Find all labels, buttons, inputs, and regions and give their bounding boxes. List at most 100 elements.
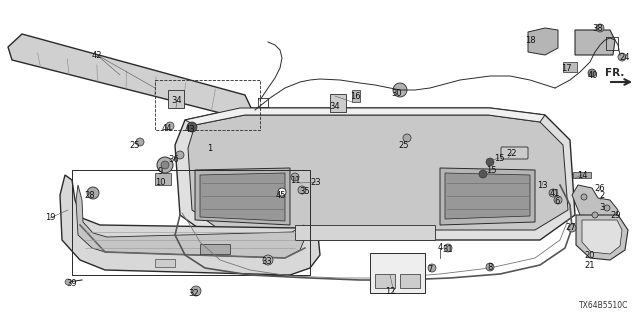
Circle shape (618, 53, 626, 61)
Circle shape (278, 188, 286, 196)
Bar (370, 253, 425, 293)
Text: 21: 21 (585, 260, 595, 269)
Bar (330, 94, 346, 112)
Circle shape (136, 138, 144, 146)
Polygon shape (188, 115, 568, 230)
Text: 41: 41 (550, 188, 560, 197)
Text: 26: 26 (595, 183, 605, 193)
Circle shape (479, 170, 487, 178)
Circle shape (166, 122, 174, 130)
Polygon shape (8, 34, 252, 118)
Polygon shape (295, 225, 435, 240)
Circle shape (486, 263, 494, 271)
Circle shape (176, 151, 184, 159)
Text: 3: 3 (599, 203, 605, 212)
Text: 20: 20 (585, 251, 595, 260)
Text: TX64B5510C: TX64B5510C (579, 301, 628, 310)
Polygon shape (445, 173, 530, 219)
Circle shape (187, 122, 197, 132)
Polygon shape (528, 28, 558, 55)
Circle shape (393, 83, 407, 97)
Text: FR.: FR. (605, 68, 625, 78)
Bar (375, 274, 395, 288)
Circle shape (157, 157, 173, 173)
Text: 31: 31 (443, 245, 453, 254)
Polygon shape (440, 168, 535, 225)
Polygon shape (572, 185, 618, 228)
Circle shape (592, 212, 598, 218)
FancyBboxPatch shape (501, 147, 528, 159)
Circle shape (604, 205, 610, 211)
Text: 27: 27 (566, 223, 576, 233)
Text: 34: 34 (172, 95, 182, 105)
Text: 45: 45 (276, 190, 286, 199)
Circle shape (581, 194, 587, 200)
Circle shape (298, 186, 306, 194)
Polygon shape (175, 108, 575, 240)
Polygon shape (575, 30, 615, 55)
Bar (155, 173, 171, 185)
Text: 34: 34 (330, 101, 340, 110)
Text: 10: 10 (155, 178, 165, 187)
Text: 33: 33 (262, 257, 273, 266)
Text: 24: 24 (620, 52, 630, 61)
Bar (168, 90, 184, 108)
Circle shape (263, 255, 273, 265)
Polygon shape (195, 168, 290, 225)
Circle shape (191, 286, 201, 296)
Text: 18: 18 (525, 36, 535, 44)
Text: 43: 43 (185, 124, 195, 133)
Circle shape (554, 196, 562, 204)
Text: 19: 19 (45, 213, 55, 222)
Text: 36: 36 (168, 155, 179, 164)
Circle shape (568, 224, 576, 232)
Polygon shape (185, 108, 545, 125)
Text: 15: 15 (493, 154, 504, 163)
Text: 39: 39 (67, 278, 77, 287)
Text: 4: 4 (437, 244, 443, 252)
Text: 13: 13 (537, 180, 547, 189)
Circle shape (403, 134, 411, 142)
Polygon shape (582, 220, 622, 254)
Circle shape (65, 279, 71, 285)
Text: 1: 1 (207, 143, 212, 153)
Text: 25: 25 (130, 140, 140, 149)
Bar (155, 259, 175, 267)
Text: 9: 9 (157, 166, 163, 175)
Bar (573, 172, 591, 178)
Text: 11: 11 (290, 175, 300, 185)
Circle shape (161, 161, 169, 169)
Text: 15: 15 (486, 165, 496, 174)
Text: 6: 6 (554, 196, 560, 205)
Text: 28: 28 (84, 191, 95, 201)
Text: 44: 44 (162, 124, 172, 132)
Text: 32: 32 (189, 289, 199, 298)
Text: 23: 23 (310, 178, 321, 187)
Circle shape (291, 173, 299, 181)
Text: 30: 30 (392, 89, 403, 98)
Bar (200, 244, 230, 254)
Circle shape (549, 189, 557, 197)
Text: 7: 7 (428, 266, 433, 275)
Circle shape (596, 24, 604, 32)
Circle shape (87, 187, 99, 199)
Polygon shape (60, 175, 320, 275)
Circle shape (486, 158, 494, 166)
Bar (563, 62, 577, 72)
Polygon shape (576, 215, 628, 260)
Circle shape (428, 264, 436, 272)
Polygon shape (76, 185, 305, 258)
Text: 14: 14 (577, 171, 588, 180)
Polygon shape (200, 173, 285, 221)
Circle shape (588, 69, 596, 77)
Text: 17: 17 (561, 63, 572, 73)
Text: 38: 38 (593, 23, 604, 33)
Text: 2: 2 (600, 191, 605, 201)
Text: 16: 16 (349, 92, 360, 100)
Bar (352, 90, 360, 102)
Text: 42: 42 (92, 51, 102, 60)
Text: 29: 29 (611, 211, 621, 220)
Circle shape (444, 244, 452, 252)
Text: 35: 35 (300, 188, 310, 196)
Text: 22: 22 (507, 148, 517, 157)
